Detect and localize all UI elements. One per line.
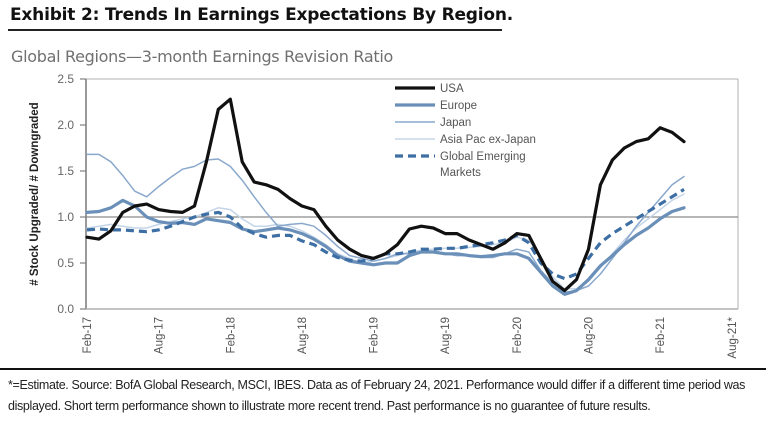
source-footnote: *=Estimate. Source: BofA Global Research…	[8, 378, 746, 413]
x-tick-label: Aug-19	[440, 317, 452, 354]
legend-label-asia-pac-ex-japan: Asia Pac ex-Japan	[440, 134, 536, 146]
title-divider	[8, 29, 502, 31]
series-line-global-emerging-markets	[86, 188, 685, 281]
chart-series	[85, 97, 686, 296]
y-tick-label: 0.0	[57, 302, 74, 316]
x-tick-label: Feb-17	[82, 317, 94, 353]
x-tick-label: Aug-20	[583, 317, 595, 354]
legend-label-global-emerging-markets: Global Emerging	[440, 151, 526, 163]
series-line-japan	[86, 153, 685, 294]
exhibit-title: Exhibit 2: Trends In Earnings Expectatio…	[10, 5, 514, 25]
series-line-europe	[85, 198, 686, 296]
y-tick-label: 2.5	[57, 72, 74, 86]
x-tick-label: Aug-17	[154, 317, 166, 354]
legend-label-japan: Japan	[440, 117, 471, 129]
legend-label-usa: USA	[440, 83, 464, 95]
x-tick-label: Feb-19	[369, 317, 381, 353]
chart-legend: USA Europe Japan Asia Pac ex-Japan Global Em…	[395, 83, 536, 179]
y-axis-title: # Stock Upgraded/ # Downgraded	[29, 102, 41, 285]
y-tick-label: 2.0	[57, 118, 74, 132]
x-tick-label: Feb-20	[512, 317, 524, 353]
x-tick-label: Aug-18	[297, 317, 309, 354]
x-tick-label: Feb-21	[655, 317, 667, 353]
x-tick-label: Feb-18	[225, 317, 237, 353]
legend-label-global-emerging-markets-cont: Markets	[440, 167, 481, 179]
legend-label-europe: Europe	[440, 100, 477, 112]
y-tick-label: 0.5	[57, 256, 74, 270]
footer-divider	[0, 368, 766, 370]
chart-axes: 0.0 0.5 1.0 1.5 2.0 2.5 # Stock Upgraded/ # Do…	[29, 72, 739, 359]
y-tick-label: 1.0	[57, 210, 74, 224]
series-line-usa	[85, 97, 686, 293]
chart-subtitle: Global Regions—3-month Earnings Revision…	[11, 47, 393, 66]
earnings-revision-chart: 0.0 0.5 1.0 1.5 2.0 2.5 # Stock Upgraded/ # Do…	[29, 72, 739, 359]
y-tick-label: 1.5	[57, 164, 74, 178]
x-tick-label: Aug-21*	[727, 316, 739, 358]
